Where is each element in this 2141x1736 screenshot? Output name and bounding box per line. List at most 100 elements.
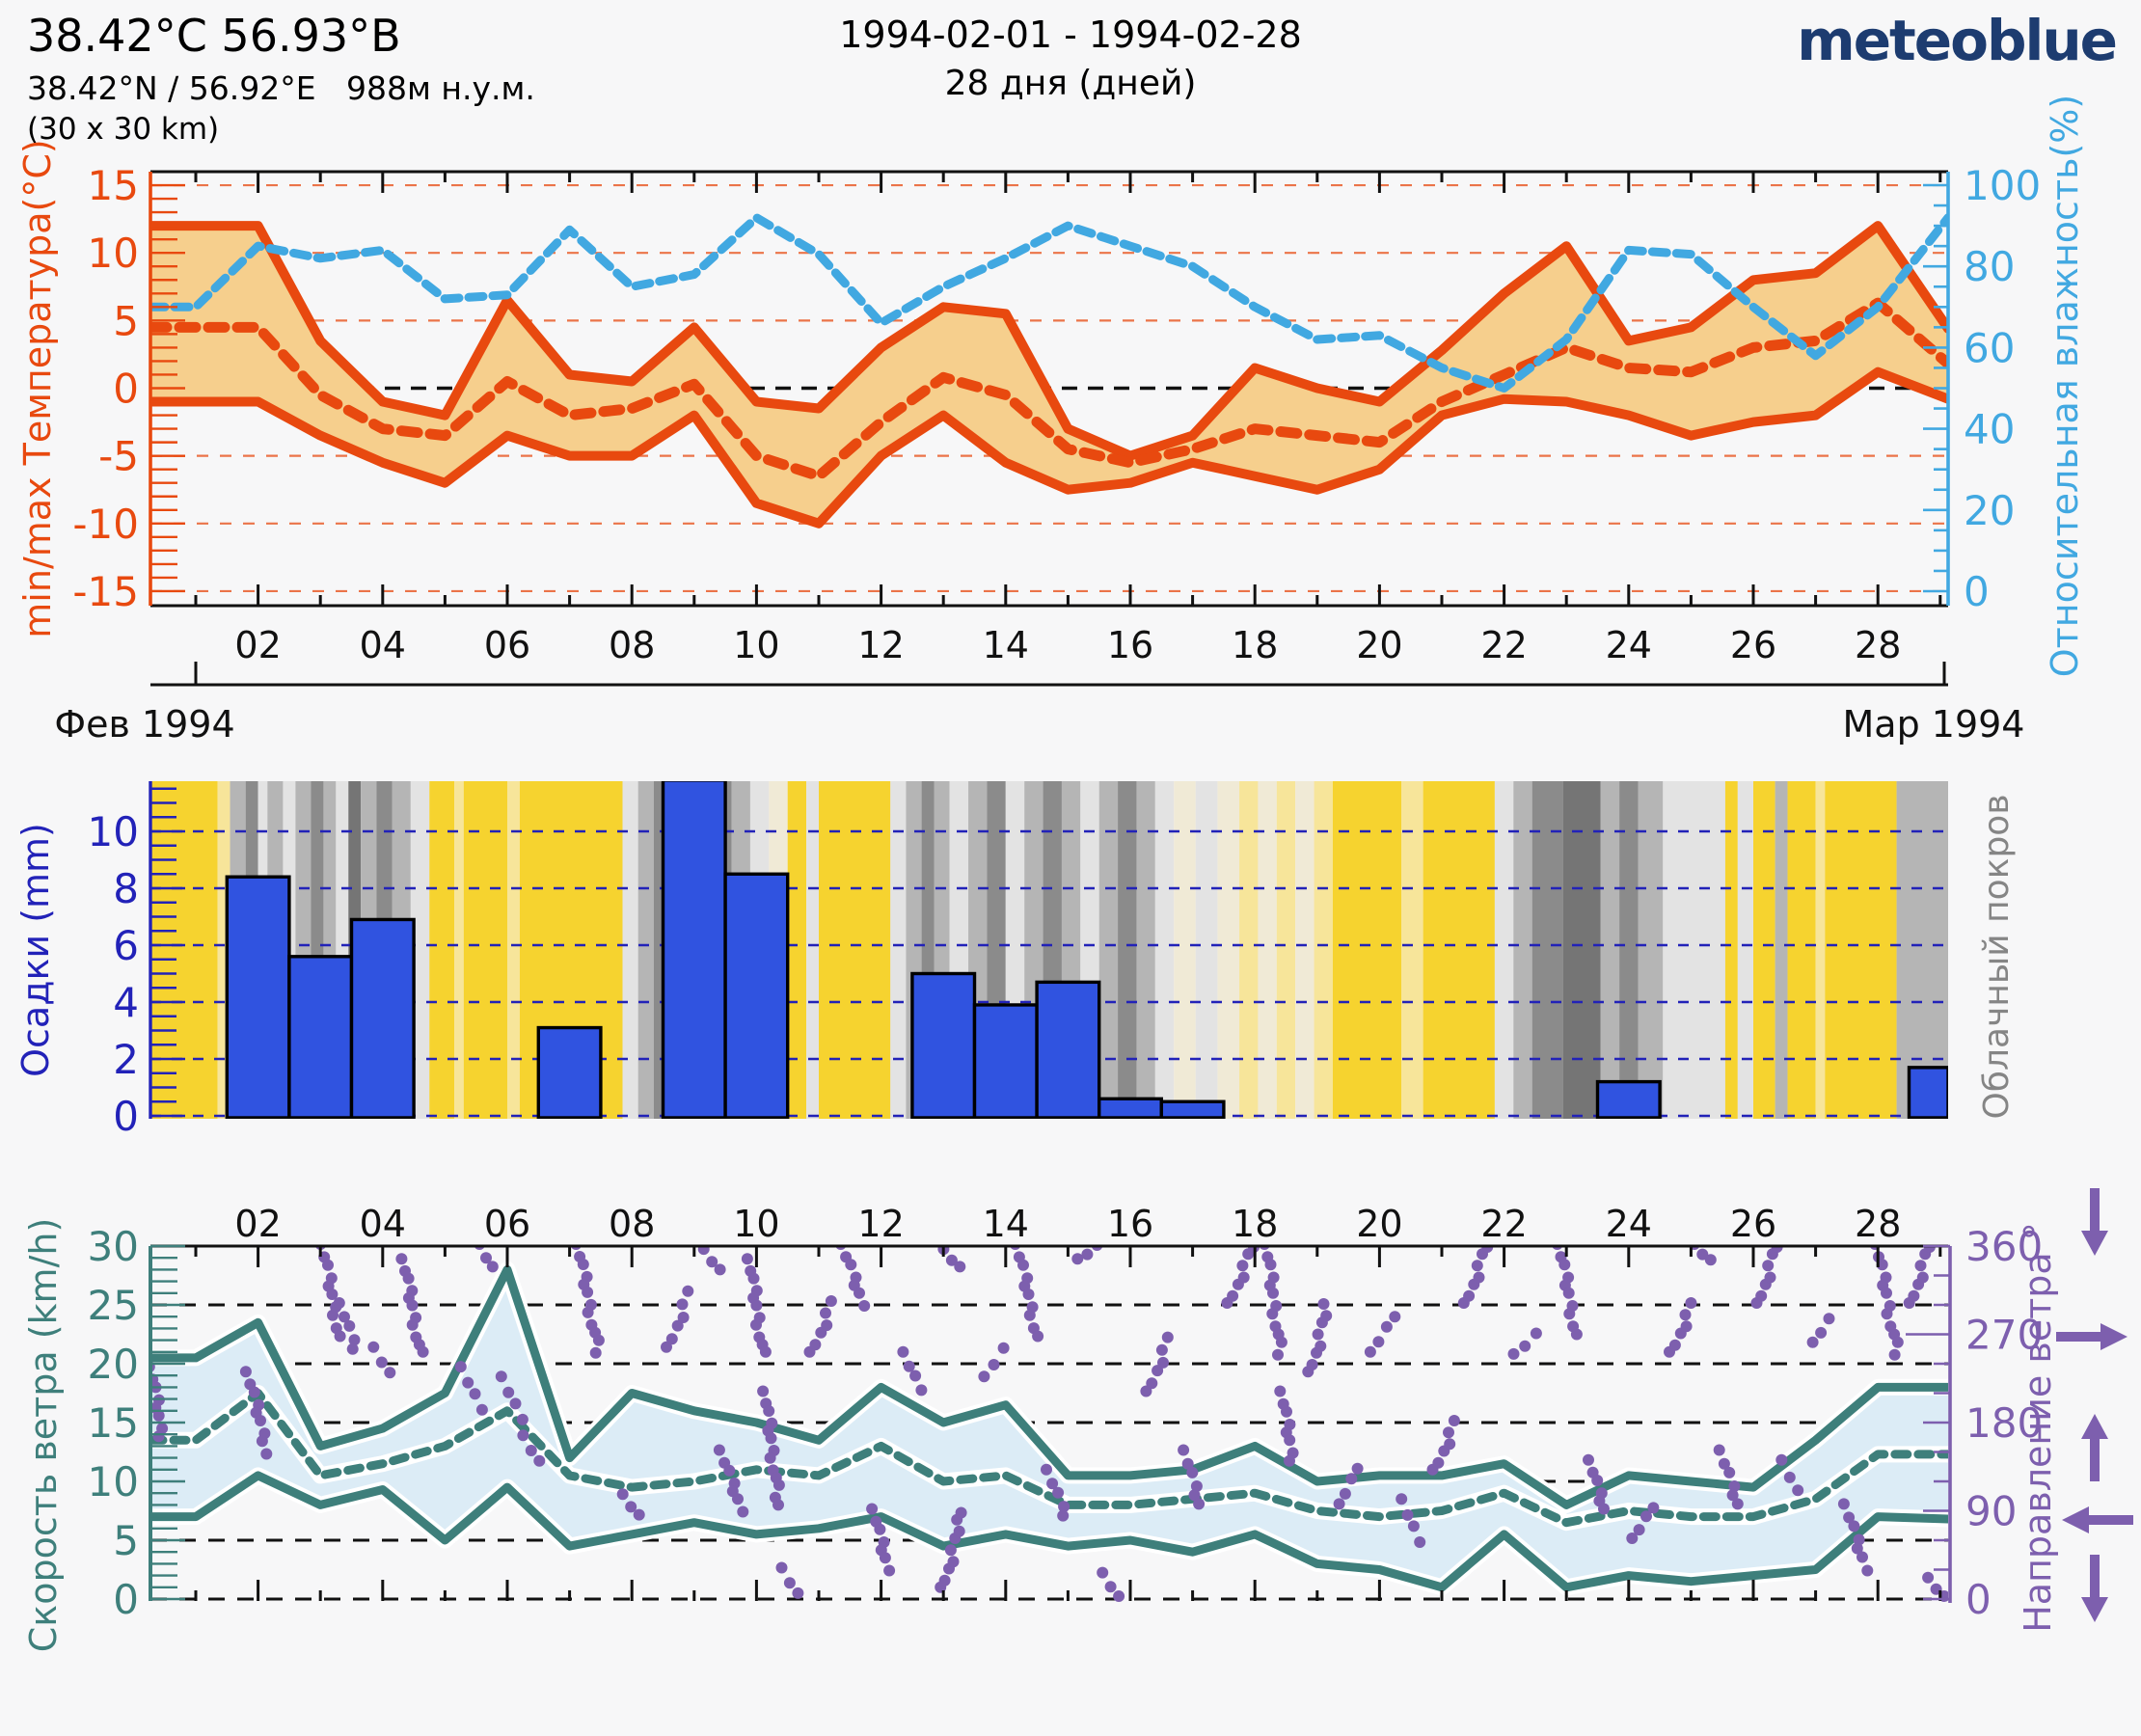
wind-x-label: 16 (1107, 1203, 1153, 1245)
svg-text:0: 0 (113, 1093, 139, 1140)
temp-left-axis: 15 10 5 0 -5 -10 -15 (72, 162, 185, 615)
wind-band (150, 1261, 1948, 1596)
wind-x-label: 24 (1606, 1203, 1652, 1245)
wind-x-label: 22 (1480, 1203, 1527, 1245)
cloud-axis-title: Облачный покров (1977, 794, 2017, 1119)
wind-left-axis: 30 25 20 15 10 5 0 (88, 1223, 185, 1623)
wind-direction-dots (150, 1246, 1948, 1602)
down-arrow-icon (2081, 1555, 2108, 1622)
precip-left-axis: 10 8 6 4 2 0 (88, 781, 185, 1140)
temp-x-label: 08 (609, 624, 655, 666)
temp-x-label: 02 (234, 624, 281, 666)
wind-x-label: 06 (484, 1203, 530, 1245)
wind-x-label: 02 (234, 1203, 281, 1245)
precip-axis-title: Осадки (mm) (14, 823, 57, 1077)
wind-x-label: 08 (609, 1203, 655, 1245)
wind-x-label: 26 (1730, 1203, 1776, 1245)
temp-mean-line (150, 297, 1948, 482)
svg-text:20: 20 (1964, 487, 2015, 534)
temp-day-ticks (194, 172, 1942, 606)
wind-x-label: 28 (1855, 1203, 1901, 1245)
svg-text:0: 0 (113, 1576, 139, 1623)
precip-bar-day-4 (349, 917, 416, 1119)
svg-text:4: 4 (113, 979, 139, 1026)
temp-axis-title: min/max Температура(°C) (16, 139, 59, 637)
svg-text:10: 10 (88, 1458, 139, 1505)
wind-x-label: 04 (360, 1203, 406, 1245)
wind-x-label: 14 (983, 1203, 1029, 1245)
svg-text:8: 8 (113, 865, 139, 912)
temp-x-label: 28 (1855, 624, 1901, 666)
temp-x-label: 12 (857, 624, 904, 666)
svg-text:5: 5 (113, 1517, 139, 1564)
wind-x-label: 18 (1232, 1203, 1278, 1245)
svg-text:25: 25 (88, 1282, 139, 1329)
precip-bar-day-7 (536, 1025, 603, 1119)
precipitation-panel: 10 8 6 4 2 0 Осадки (mm) Облачный покров (14, 781, 2017, 1140)
wind-x-label: 12 (857, 1203, 904, 1245)
grid-area-label: (30 x 30 km) (27, 112, 220, 147)
temp-x-label: 14 (983, 624, 1029, 666)
svg-text:10: 10 (88, 808, 139, 855)
wind-panel: 02 04 06 08 10 12 14 16 18 20 22 24 26 28 30 25 20 15 10 5 0… (22, 1188, 2133, 1652)
precip-bar-day-13 (910, 971, 977, 1119)
wind-min-line (150, 1471, 1948, 1592)
location-coordinates: 38.42°N / 56.92°E 988м н.у.м. (27, 69, 535, 107)
wind-axis-title: Скорость ветра (km/h) (22, 1218, 65, 1653)
wind-max-line (150, 1264, 1948, 1509)
svg-text:-5: -5 (98, 433, 139, 480)
precip-bar-day-16 (1097, 1097, 1163, 1119)
precip-bar-day-3 (287, 955, 354, 1119)
temp-x-label: 04 (360, 624, 406, 666)
svg-text:90: 90 (1965, 1487, 2017, 1534)
wind-x-label: 20 (1356, 1203, 1402, 1245)
humidity-axis-title: Относительная влажность(%) (2044, 95, 2086, 677)
wind-x-label: 10 (733, 1203, 779, 1245)
precip-bar-day-2 (225, 875, 291, 1119)
temp-x-label: 20 (1356, 624, 1402, 666)
svg-text:100: 100 (1964, 162, 2041, 209)
wind-right-axis: 360 270 180 90 0 (1906, 1223, 2043, 1623)
temp-x-label: 24 (1606, 624, 1652, 666)
temp-x-label: 10 (733, 624, 779, 666)
up-arrow-icon (2081, 1414, 2108, 1481)
temp-x-label: 16 (1107, 624, 1153, 666)
svg-text:2: 2 (113, 1036, 139, 1083)
svg-text:15: 15 (88, 1399, 139, 1447)
precip-bar-day-10 (723, 872, 790, 1119)
svg-text:360: 360 (1965, 1223, 2043, 1270)
svg-text:0: 0 (1965, 1576, 1992, 1623)
precip-bars (225, 781, 1948, 1119)
svg-text:30: 30 (88, 1223, 139, 1270)
svg-text:0: 0 (113, 366, 139, 413)
temp-x-label: 22 (1480, 624, 1527, 666)
temp-minmax-band (150, 213, 1948, 529)
wind-mean-line (150, 1389, 1948, 1528)
left-arrow-icon (2062, 1506, 2133, 1533)
svg-text:6: 6 (113, 922, 139, 969)
svg-text:15: 15 (88, 162, 139, 209)
precip-bar-day-17 (1159, 1099, 1226, 1119)
direction-axis-title: Направление ветра ° (2017, 1222, 2059, 1633)
temp-min-line (150, 366, 1948, 529)
temp-max-line (150, 221, 1948, 461)
svg-text:10: 10 (88, 230, 139, 277)
precip-bar-day-29 (1907, 1066, 1948, 1119)
location-title: 38.42°C 56.93°B (27, 10, 401, 62)
right-arrow-icon (2056, 1323, 2127, 1350)
date-range: 1994-02-01 - 1994-02-28 (839, 14, 1302, 56)
precip-bar-day-14 (972, 1003, 1039, 1119)
temperature-panel: 15 10 5 0 -5 -10 -15 100 80 60 40 20 0 02 04 06 08 10 12 14… (16, 95, 2086, 677)
humidity-line (150, 213, 1948, 393)
svg-text:20: 20 (88, 1341, 139, 1388)
precip-bar-day-9 (661, 781, 727, 1119)
svg-text:80: 80 (1964, 243, 2015, 290)
meteoblue-logo: meteoblue (1797, 8, 2118, 73)
wind-direction-arrow-icons (2056, 1188, 2133, 1622)
month-label-mar: Мар 1994 (1843, 703, 2025, 746)
temp-x-label: 06 (484, 624, 530, 666)
day-count-label: 28 дня (дней) (944, 64, 1197, 103)
